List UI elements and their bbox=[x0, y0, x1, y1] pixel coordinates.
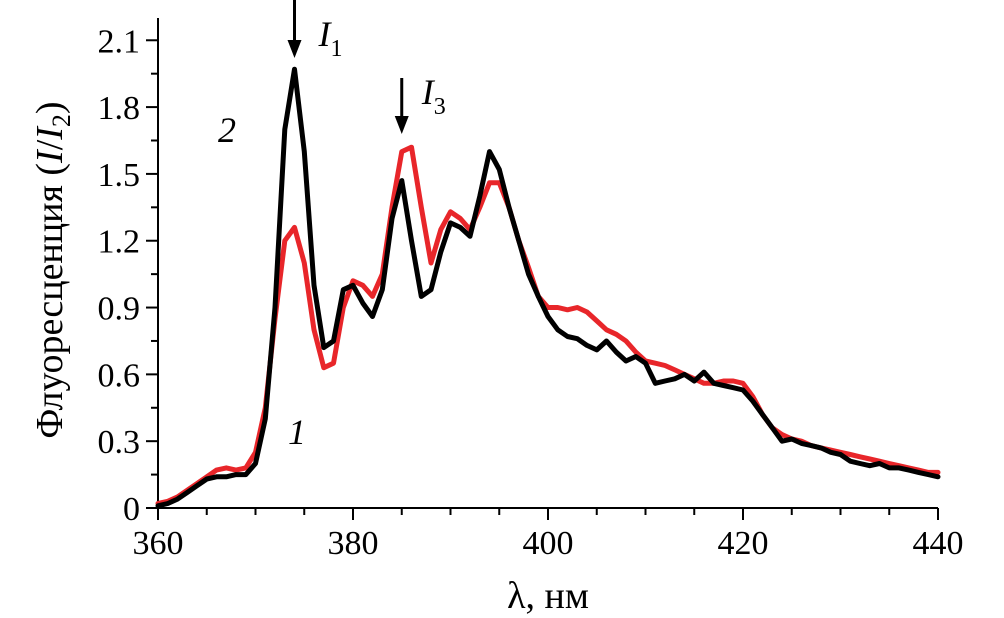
y-tick-label: 0.3 bbox=[98, 424, 141, 461]
x-tick-label: 420 bbox=[718, 525, 769, 562]
y-tick-label: 0 bbox=[123, 491, 140, 528]
series-line-2 bbox=[155, 66, 941, 509]
peak-i3-arrowhead bbox=[394, 116, 409, 134]
y-tick-label: 1.5 bbox=[98, 157, 141, 194]
x-tick-label: 400 bbox=[523, 525, 574, 562]
x-ticks: 360 380 400 420 440 bbox=[133, 508, 964, 562]
y-axis-title: Флуоресценция (I/I2) bbox=[29, 101, 76, 438]
x-tick-label: 360 bbox=[133, 525, 184, 562]
curve-1-label: 1 bbox=[288, 412, 306, 452]
y-tick-label: 0.9 bbox=[98, 291, 141, 328]
y-tick-label: 0.6 bbox=[98, 357, 141, 394]
annotations: I1 I3 2 1 bbox=[218, 0, 446, 452]
peak-i3-label: I3 bbox=[421, 72, 446, 120]
y-tick-label: 2.1 bbox=[98, 23, 141, 60]
x-axis-title: λ, нм bbox=[507, 575, 589, 617]
y-ticks: 0 0.3 0.6 0.9 1.2 1.5 1.8 2.1 bbox=[98, 23, 158, 528]
x-tick-label: 380 bbox=[328, 525, 379, 562]
y-tick-label: 1.2 bbox=[98, 224, 141, 261]
x-tick-label: 440 bbox=[913, 525, 964, 562]
series-group bbox=[155, 66, 941, 509]
peak-i1-arrowhead bbox=[287, 40, 302, 58]
y-tick-label: 1.8 bbox=[98, 90, 141, 127]
curve-2-label: 2 bbox=[218, 110, 236, 150]
peak-i1-label: I1 bbox=[318, 14, 343, 62]
